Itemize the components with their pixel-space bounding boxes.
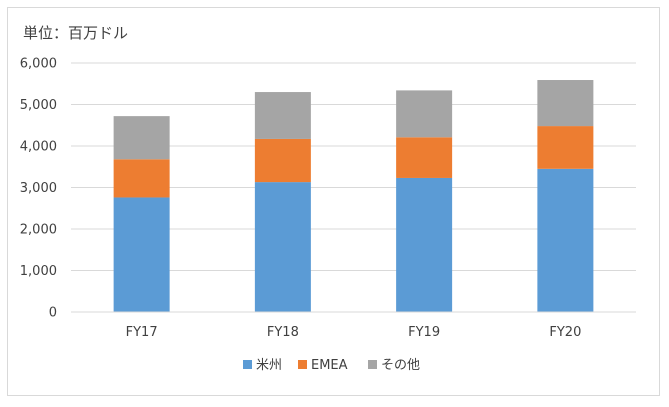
bar-segment-fy17-0 <box>113 197 170 312</box>
y-tick-label: 6,000 <box>20 57 57 72</box>
y-tick-label: 3,000 <box>20 181 57 196</box>
x-tick-label: FY17 <box>126 325 158 340</box>
legend: 米州 EMEA その他 <box>243 358 420 373</box>
bar-segment-fy18-0 <box>254 182 311 312</box>
y-tick-label: 5,000 <box>20 98 57 113</box>
bar-segment-fy20-2 <box>537 80 594 127</box>
y-tick-label: 4,000 <box>20 140 57 155</box>
x-tick-label: FY18 <box>267 325 299 340</box>
bar-segment-fy19-1 <box>396 137 453 178</box>
legend-label: EMEA <box>311 358 348 373</box>
bar-segment-fy20-0 <box>537 168 594 312</box>
bar-segment-fy20-1 <box>537 126 594 169</box>
x-tick-label: FY20 <box>549 325 581 340</box>
y-tick-label: 0 <box>49 306 57 321</box>
bar-segment-fy19-0 <box>396 177 453 312</box>
y-tick-label: 2,000 <box>20 223 57 238</box>
bars <box>113 80 594 312</box>
bar-segment-fy17-2 <box>113 116 170 160</box>
y-axis-tick-labels: 0 1,000 2,000 3,000 4,000 5,000 6,000 <box>20 57 57 321</box>
chart-title: 単位：百万ドル <box>23 24 128 42</box>
bar-segment-fy19-2 <box>396 90 453 138</box>
bar-segment-fy18-1 <box>254 138 311 183</box>
x-tick-label: FY19 <box>408 325 440 340</box>
legend-label: 米州 <box>256 358 282 373</box>
bar-segment-fy17-1 <box>113 159 170 198</box>
legend-swatch <box>368 360 377 369</box>
y-tick-label: 1,000 <box>20 264 57 279</box>
bar-segment-fy18-2 <box>254 92 311 139</box>
legend-label: その他 <box>381 358 420 373</box>
legend-swatch <box>298 360 307 369</box>
legend-swatch <box>243 360 252 369</box>
x-axis-tick-labels: FY17 FY18 FY19 FY20 <box>126 325 582 340</box>
